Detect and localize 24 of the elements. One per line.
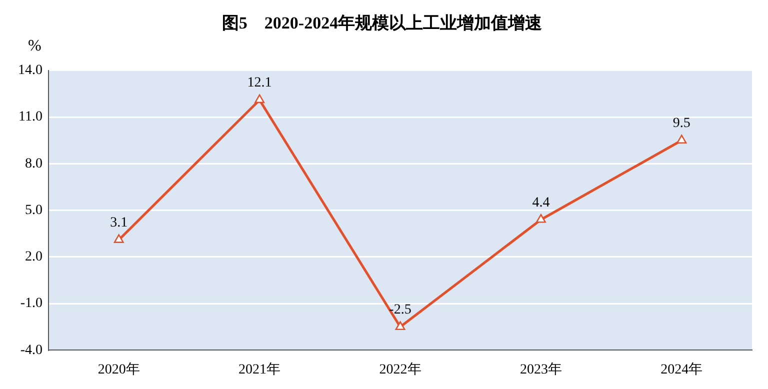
data-label: 4.4 — [532, 195, 550, 210]
x-tick-label: 2020年 — [98, 361, 140, 378]
data-label: 3.1 — [110, 216, 128, 231]
data-label: 9.5 — [672, 116, 690, 132]
y-tick-label: 2.0 — [25, 250, 42, 265]
y-tick-label: -4.0 — [20, 342, 42, 358]
y-tick-label: 5.0 — [25, 202, 42, 218]
y-tick-label: -1.0 — [20, 296, 42, 312]
y-tick-label: 8.0 — [25, 156, 42, 172]
point — [676, 134, 687, 144]
point — [536, 214, 546, 223]
point — [114, 234, 124, 243]
data-label: -2.5 — [389, 302, 412, 318]
point — [254, 94, 265, 104]
chart-title: 图5 2020-2024年规模以上工业增加值增速 — [222, 14, 542, 33]
x-tick-label: 2024年 — [660, 361, 703, 378]
x-tick-label: 2023年 — [520, 361, 562, 378]
y-tick-label: 14.0 — [18, 63, 42, 78]
x-tick-label: 2021年 — [238, 361, 281, 378]
y-tick-label: 11.0 — [18, 110, 42, 125]
y-axis-title: % — [28, 38, 42, 55]
data-label: 12.1 — [247, 76, 272, 91]
x-tick-label: 2022年 — [379, 361, 422, 378]
point — [395, 321, 406, 330]
